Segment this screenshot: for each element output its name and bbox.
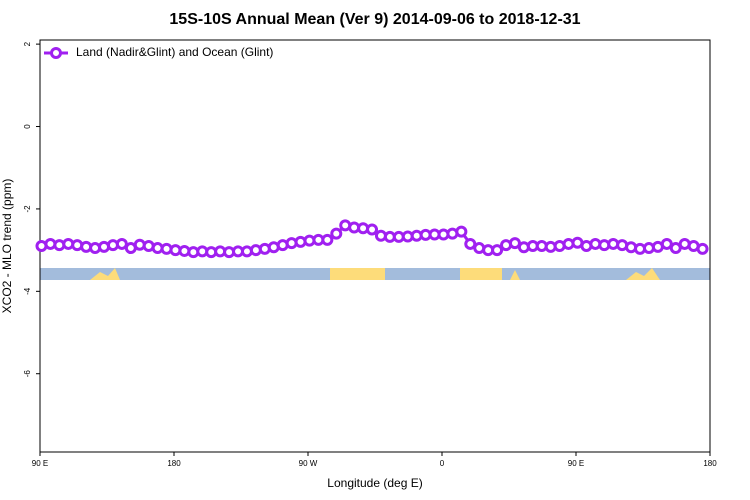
x-tick-label: 90 W	[299, 459, 318, 468]
y-tick-label: 0	[23, 124, 32, 129]
marker	[491, 244, 504, 257]
legend-marker	[50, 47, 62, 59]
marker	[508, 237, 521, 250]
land-band	[460, 268, 502, 280]
x-tick-label: 90 E	[568, 459, 584, 468]
y-axis-label: XCO2 - MLO trend (ppm)	[0, 179, 14, 314]
x-tick-label: 180	[167, 459, 181, 468]
land-band	[626, 268, 660, 280]
marker	[455, 225, 468, 238]
marker	[321, 233, 334, 246]
marker	[669, 242, 682, 255]
marker	[330, 227, 343, 240]
marker	[115, 237, 128, 250]
chart-title: 15S-10S Annual Mean (Ver 9) 2014-09-06 t…	[169, 11, 580, 28]
y-tick-label: -6	[23, 370, 32, 378]
y-tick-label: 2	[23, 41, 32, 46]
marker	[660, 237, 673, 250]
land-band	[330, 268, 385, 280]
marker	[696, 242, 709, 255]
land-band	[90, 268, 120, 280]
legend-label: Land (Nadir&Glint) and Ocean (Glint)	[76, 45, 273, 59]
y-tick-label: -2	[23, 205, 32, 213]
x-tick-label: 180	[703, 459, 717, 468]
marker	[366, 223, 379, 236]
land-band	[510, 270, 520, 280]
y-tick-label: -4	[23, 287, 32, 295]
x-axis-label: Longitude (deg E)	[327, 476, 422, 490]
marker	[464, 237, 477, 250]
x-tick-label: 90 E	[32, 459, 48, 468]
x-tick-label: 0	[440, 459, 445, 468]
land-mask	[40, 268, 710, 280]
